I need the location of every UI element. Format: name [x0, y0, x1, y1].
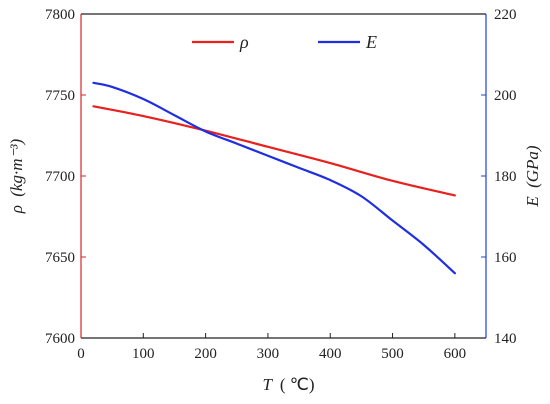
x-tick-label: 400 — [319, 346, 342, 362]
left-y-axis-var: ρ — [7, 205, 26, 214]
x-tick-label: 500 — [381, 346, 404, 362]
plot-frame — [80, 13, 487, 339]
right-y-tick-label: 200 — [494, 88, 517, 104]
left-y-tick-label: 7750 — [45, 88, 75, 104]
right-y-tick-label: 160 — [494, 250, 517, 266]
x-tick-label: 100 — [132, 346, 155, 362]
x-tick-label: 600 — [444, 346, 467, 362]
x-axis-ticks: 0 100 200 300 400 500 600 — [77, 333, 466, 362]
x-axis-unit: ( ℃) — [280, 375, 315, 394]
series-line-E — [92, 81, 456, 275]
x-tick-label: 0 — [77, 346, 85, 362]
right-y-tick-label: 220 — [494, 7, 517, 23]
legend-label: ρ — [239, 32, 249, 52]
right-y-axis-var: E — [523, 196, 542, 208]
x-tick-label: 300 — [257, 346, 280, 362]
left-y-tick-label: 7700 — [45, 169, 75, 185]
left-y-tick-label: 7650 — [45, 250, 75, 266]
x-axis-title: T ( ℃) — [262, 375, 314, 394]
right-y-axis-unit: (GPa) — [523, 145, 542, 188]
series-layer — [92, 81, 456, 275]
series-line-rho — [92, 105, 456, 197]
x-tick-label: 200 — [194, 346, 217, 362]
left-y-axis-unit: (kg·m⁻³) — [7, 138, 26, 196]
right-y-tick-label: 180 — [494, 169, 517, 185]
left-y-axis-title: ρ (kg·m⁻³) — [7, 138, 26, 214]
legend-label: E — [365, 32, 377, 52]
right-y-axis-title: E (GPa) — [523, 145, 542, 207]
left-y-axis-ticks: 7600 7650 7700 7750 7800 — [45, 7, 86, 347]
right-y-tick-label: 140 — [494, 331, 517, 347]
left-y-tick-label: 7600 — [45, 331, 75, 347]
x-axis-var: T — [262, 375, 273, 394]
left-y-tick-label: 7800 — [45, 7, 75, 23]
